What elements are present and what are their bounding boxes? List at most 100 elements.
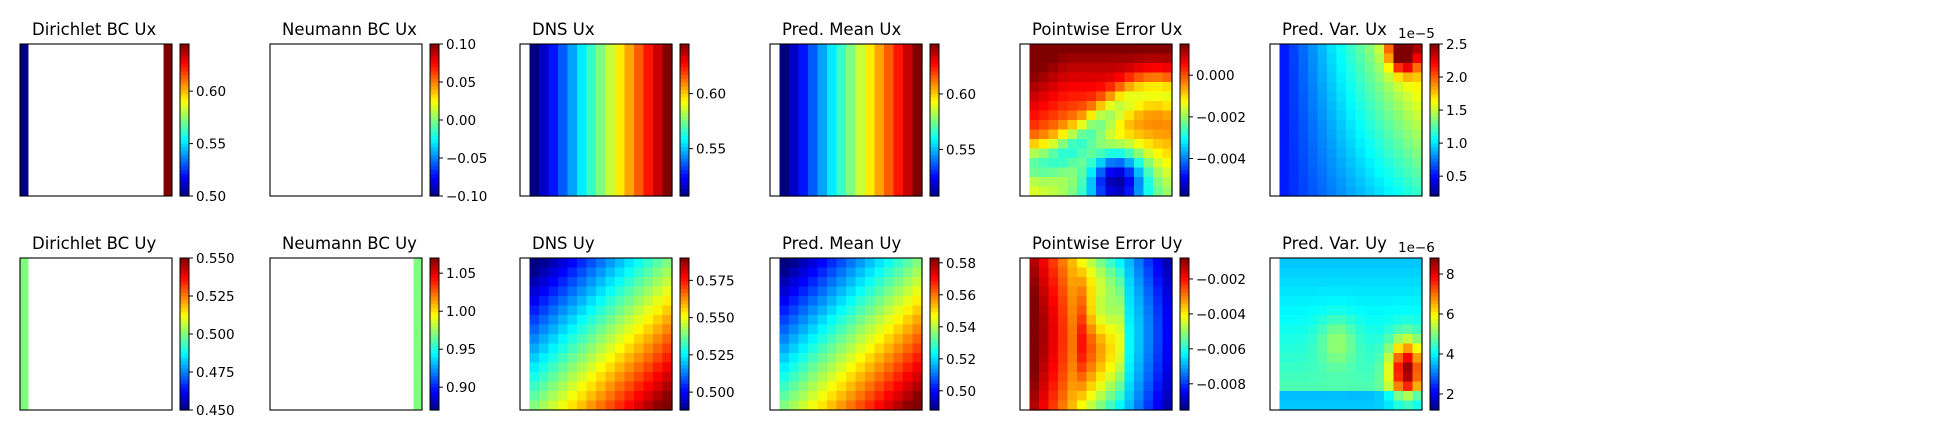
dns-ux-cell bbox=[548, 82, 559, 93]
dns-uy-colorbar-segment bbox=[680, 258, 689, 263]
mean-uy-cell bbox=[789, 343, 800, 354]
var-ux-colorbar-segment bbox=[1430, 165, 1439, 170]
mean-ux-colorbar-segment bbox=[930, 154, 939, 159]
var-uy-cell bbox=[1346, 315, 1357, 326]
var-ux-colorbar-segment bbox=[1430, 184, 1439, 189]
dns-ux-cell bbox=[634, 177, 645, 188]
err-ux-cell bbox=[1058, 158, 1069, 169]
mean-uy-cell bbox=[846, 315, 857, 326]
err-ux-cell bbox=[1115, 82, 1126, 93]
dns-ux-cell bbox=[624, 158, 635, 169]
dns-uy-cell bbox=[643, 353, 654, 364]
mean-ux-cell bbox=[789, 167, 800, 178]
mean-ux-cell bbox=[912, 129, 923, 140]
mean-ux-colorbar-tick-label: 0.60 bbox=[946, 87, 976, 103]
err-ux-cell bbox=[1086, 72, 1097, 83]
neu-uy-panel: Neumann BC Uy0.900.951.001.05 bbox=[269, 234, 476, 411]
mean-ux-cell bbox=[893, 63, 904, 74]
dns-uy-cell bbox=[596, 381, 607, 392]
var-uy-cell bbox=[1289, 362, 1300, 373]
err-ux-cell bbox=[1029, 101, 1040, 112]
dns-ux-cell bbox=[529, 72, 540, 83]
neu-ux-title: Neumann BC Ux bbox=[282, 20, 417, 39]
dir-uy-colorbar-segment bbox=[180, 269, 189, 274]
err-ux-cell bbox=[1067, 72, 1078, 83]
err-ux-cell bbox=[1086, 129, 1097, 140]
dns-ux-cell bbox=[634, 101, 645, 112]
mean-ux-cell bbox=[789, 120, 800, 131]
err-ux-cell bbox=[1029, 91, 1040, 102]
dns-uy-colorbar-segment bbox=[680, 368, 689, 373]
dns-ux-cell bbox=[558, 139, 569, 150]
dns-ux-cell bbox=[539, 101, 550, 112]
err-uy-cell bbox=[1143, 286, 1154, 297]
mean-uy-cell bbox=[912, 343, 923, 354]
var-ux-cell bbox=[1355, 72, 1366, 83]
err-uy-colorbar-segment bbox=[1180, 349, 1189, 354]
err-ux-cell bbox=[1162, 148, 1173, 159]
var-ux-cell bbox=[1365, 53, 1376, 64]
dns-ux-cell bbox=[529, 129, 540, 140]
neu-uy-colorbar-segment bbox=[430, 284, 439, 289]
dns-ux-title: DNS Ux bbox=[532, 20, 595, 39]
var-ux-cell bbox=[1308, 186, 1319, 197]
var-ux-cell bbox=[1336, 72, 1347, 83]
var-ux-cell bbox=[1393, 167, 1404, 178]
mean-uy-cell bbox=[855, 315, 866, 326]
var-uy-cell bbox=[1365, 381, 1376, 392]
var-ux-colorbar-segment bbox=[1430, 108, 1439, 113]
dir-ux-colorbar-segment bbox=[180, 108, 189, 113]
var-uy-cell bbox=[1365, 362, 1376, 373]
dns-uy-cell bbox=[662, 362, 673, 373]
var-ux-cell bbox=[1298, 186, 1309, 197]
err-ux-cell bbox=[1162, 129, 1173, 140]
dns-uy-axes-frame bbox=[519, 257, 673, 411]
dns-ux-cell bbox=[529, 148, 540, 159]
var-uy-cell bbox=[1336, 267, 1347, 278]
dns-uy-cell bbox=[624, 343, 635, 354]
err-ux-colorbar-segment bbox=[1180, 63, 1189, 68]
var-uy-cell bbox=[1374, 343, 1385, 354]
var-uy-cell bbox=[1355, 267, 1366, 278]
err-ux-cell bbox=[1124, 91, 1135, 102]
dns-ux-cell bbox=[586, 148, 597, 159]
var-ux-cell bbox=[1384, 177, 1395, 188]
var-uy-cell bbox=[1412, 324, 1423, 335]
mean-uy-cell bbox=[779, 391, 790, 402]
dns-uy-cell bbox=[596, 372, 607, 383]
err-ux-cell bbox=[1115, 72, 1126, 83]
neu-ux-colorbar-segment bbox=[430, 47, 439, 53]
dns-ux-colorbar-tick-label: 0.60 bbox=[696, 87, 726, 103]
mean-ux-cell bbox=[912, 91, 923, 102]
dns-uy-cell bbox=[586, 343, 597, 354]
var-uy-cell bbox=[1412, 372, 1423, 383]
err-uy-cell bbox=[1115, 343, 1126, 354]
var-ux-colorbar-segment bbox=[1430, 135, 1439, 140]
mean-ux-cell bbox=[779, 177, 790, 188]
err-ux-cell bbox=[1039, 91, 1050, 102]
err-ux-colorbar-segment bbox=[1180, 44, 1189, 49]
neu-uy-colorbar-segment bbox=[430, 364, 439, 369]
var-ux-cell bbox=[1336, 101, 1347, 112]
dns-ux-cell bbox=[558, 158, 569, 169]
err-uy-cell bbox=[1105, 296, 1116, 307]
mean-ux-cell bbox=[827, 139, 838, 150]
err-uy-cell bbox=[1124, 353, 1135, 364]
mean-uy-cell bbox=[846, 286, 857, 297]
err-ux-cell bbox=[1067, 82, 1078, 93]
var-ux-cell bbox=[1298, 139, 1309, 150]
err-uy-colorbar-segment bbox=[1180, 299, 1189, 305]
mean-uy-colorbar-segment bbox=[930, 326, 939, 331]
mean-ux-cell bbox=[798, 91, 809, 102]
mean-ux-cell bbox=[912, 110, 923, 121]
err-ux-colorbar-segment bbox=[1180, 47, 1189, 53]
mean-ux-cell bbox=[836, 158, 847, 169]
dns-ux-cell bbox=[529, 110, 540, 121]
var-ux-cell bbox=[1317, 110, 1328, 121]
dns-ux-cell bbox=[624, 72, 635, 83]
mean-uy-cell bbox=[808, 324, 819, 335]
mean-ux-cell bbox=[779, 82, 790, 93]
err-uy-cell bbox=[1124, 362, 1135, 373]
mean-uy-cell bbox=[827, 381, 838, 392]
var-uy-cell bbox=[1279, 286, 1290, 297]
